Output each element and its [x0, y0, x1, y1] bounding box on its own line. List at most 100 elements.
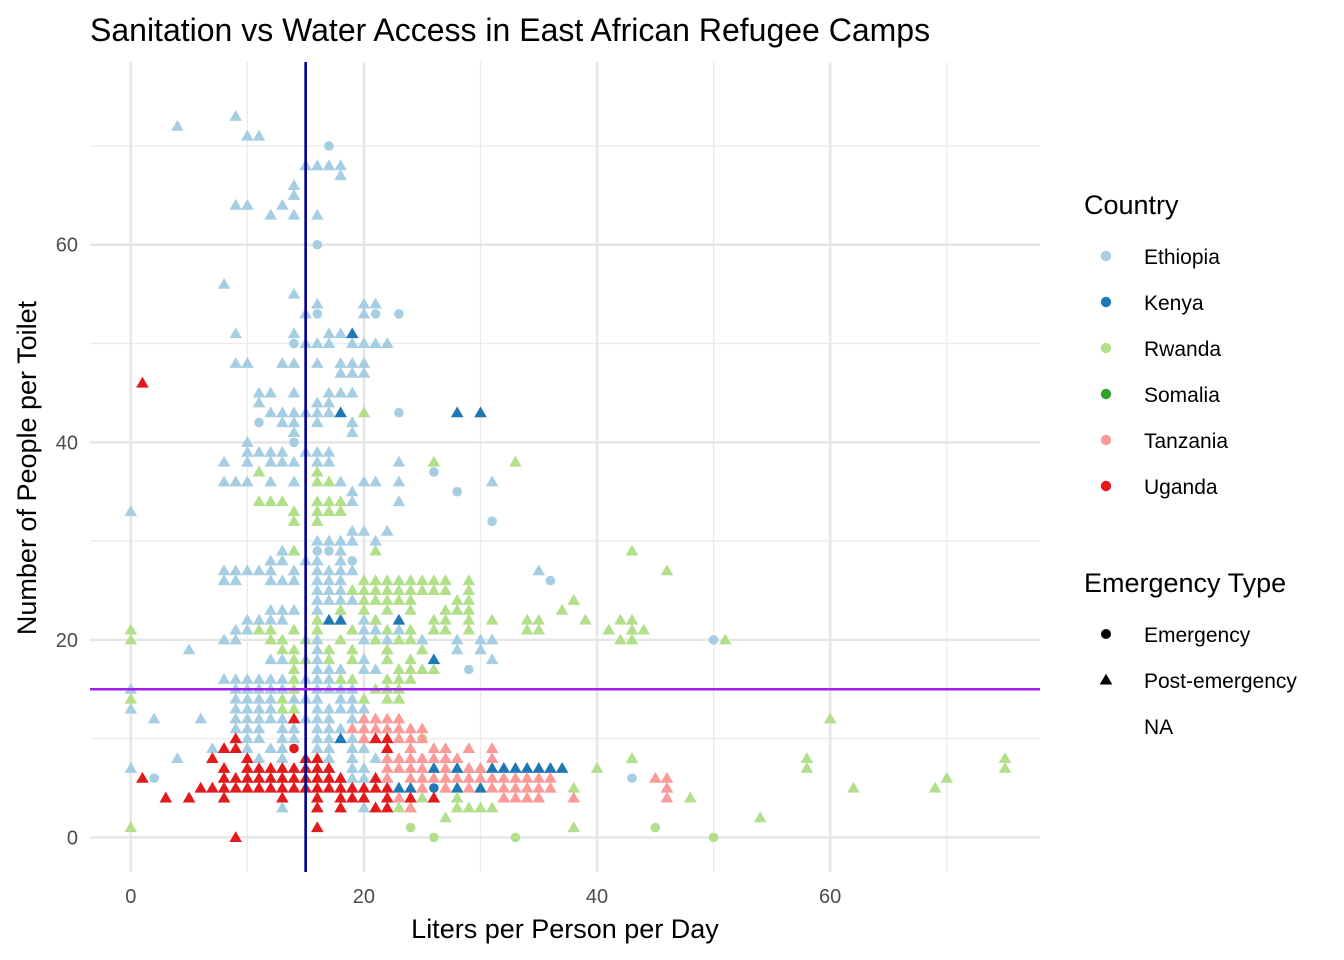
- tanzania-data-point: [462, 761, 476, 773]
- ethiopia-data-point: [287, 356, 301, 368]
- tanzania-data-point: [415, 761, 429, 773]
- rwanda-data-point: [311, 475, 324, 487]
- uganda-data-point: [289, 743, 299, 754]
- ethiopia-data-point: [217, 633, 231, 645]
- rwanda-data-point: [392, 594, 406, 605]
- uganda-data-point: [287, 771, 301, 783]
- rwanda-data-point: [287, 702, 301, 714]
- ethiopia-data-point: [627, 773, 637, 783]
- ethiopia-data-point: [357, 623, 371, 635]
- rwanda-data-point: [334, 495, 347, 507]
- rwanda-data-point: [345, 643, 359, 655]
- ethiopia-data-point: [252, 445, 266, 457]
- ethiopia-data-point: [345, 416, 359, 428]
- uganda-data-point: [217, 791, 231, 803]
- rwanda-data-point: [369, 574, 382, 586]
- tanzania-data-point: [380, 752, 394, 763]
- ethiopia-data-point: [124, 702, 138, 714]
- ethiopia-data-point: [485, 633, 499, 645]
- ethiopia-data-point: [149, 773, 159, 783]
- legend-label: Tanzania: [1144, 430, 1228, 453]
- ethiopia-data-point: [347, 556, 358, 566]
- ethiopia-data-point: [241, 613, 254, 625]
- ethiopia-data-point: [241, 445, 254, 457]
- ethiopia-data-point: [252, 386, 266, 398]
- rwanda-data-point: [450, 791, 464, 803]
- rwanda-data-point: [287, 673, 301, 684]
- rwanda-data-point: [357, 574, 371, 586]
- ethiopia-data-point: [357, 356, 371, 368]
- rwanda-data-point: [345, 623, 359, 635]
- uganda-data-point: [357, 791, 371, 803]
- legend-label: Uganda: [1144, 476, 1218, 499]
- ethiopia-data-point: [312, 239, 323, 250]
- ethiopia-data-point: [345, 594, 359, 605]
- tanzania-data-point: [404, 752, 417, 763]
- ethiopia-data-point: [334, 534, 347, 546]
- x-axis-ticks: 0 20 40 60: [125, 886, 841, 908]
- kenya-data-point: [532, 761, 546, 773]
- rwanda-data-point: [334, 505, 347, 516]
- ethiopia-data-point: [345, 732, 359, 744]
- rwanda-data-point: [380, 673, 394, 684]
- kenya-data-point: [450, 781, 464, 793]
- y-tick-label: 0: [67, 827, 78, 849]
- ethiopia-data-point: [311, 445, 324, 457]
- tanzania-data-point: [450, 752, 464, 763]
- ethiopia-data-point: [276, 673, 289, 684]
- uganda-data-point: [229, 831, 243, 842]
- x-tick-label: 20: [353, 886, 375, 908]
- tanzania-data-point: [380, 771, 394, 783]
- rwanda-data-point: [392, 584, 406, 596]
- ethiopia-data-point: [334, 663, 347, 675]
- ethiopia-data-point: [369, 534, 382, 546]
- tanzania-data-point: [520, 771, 534, 783]
- ethiopia-data-point: [182, 643, 196, 655]
- ethiopia-data-point: [252, 396, 266, 408]
- tanzania-data-point: [380, 761, 394, 773]
- rwanda-data-point: [439, 603, 452, 615]
- kenya-data-point: [474, 781, 487, 793]
- rwanda-data-point: [650, 822, 661, 833]
- ethiopia-data-point: [311, 603, 324, 615]
- ethiopia-data-point: [276, 712, 289, 724]
- ethiopia-data-point: [194, 712, 208, 724]
- ethiopia-data-point: [334, 366, 347, 378]
- tanzania-data-point: [520, 791, 534, 803]
- ethiopia-data-point: [357, 297, 371, 309]
- kenya-data-point: [450, 406, 464, 418]
- ethiopia-data-point: [264, 475, 277, 487]
- rwanda-data-point: [404, 653, 417, 665]
- ethiopia-data-point: [311, 702, 324, 714]
- ethiopia-data-point: [229, 702, 243, 714]
- rwanda-data-point: [322, 495, 336, 507]
- rwanda-data-point: [392, 663, 406, 675]
- ethiopia-data-point: [276, 603, 289, 615]
- ethiopia-data-point: [287, 475, 301, 487]
- ethiopia-data-point: [311, 297, 324, 309]
- ethiopia-data-point: [252, 613, 266, 625]
- ethiopia-data-point: [334, 554, 347, 566]
- kenya-data-point: [427, 761, 441, 773]
- rwanda-data-point: [462, 623, 476, 635]
- tanzania-data-point: [439, 781, 452, 793]
- rwanda-data-point: [380, 584, 394, 596]
- rwanda-data-point: [369, 594, 382, 605]
- ethiopia-data-point: [289, 338, 299, 349]
- tanzania-data-point: [485, 752, 499, 763]
- ethiopia-data-point: [311, 574, 324, 586]
- ethiopia-data-point: [252, 712, 266, 724]
- ethiopia-data-point: [289, 437, 299, 448]
- rwanda-data-point: [311, 495, 324, 507]
- rwanda-data-point: [322, 475, 336, 487]
- ethiopia-data-point: [252, 722, 266, 734]
- rwanda-data-point: [369, 544, 382, 556]
- ethiopia-data-point: [276, 554, 289, 566]
- y-tick-label: 40: [56, 432, 78, 454]
- uganda-data-point: [322, 761, 336, 773]
- rwanda-data-point: [625, 633, 639, 645]
- tanzania-data-point: [404, 732, 417, 744]
- ethiopia-data-point: [322, 564, 336, 576]
- uganda-data-point: [241, 752, 254, 763]
- ethiopia-data-point: [322, 663, 336, 675]
